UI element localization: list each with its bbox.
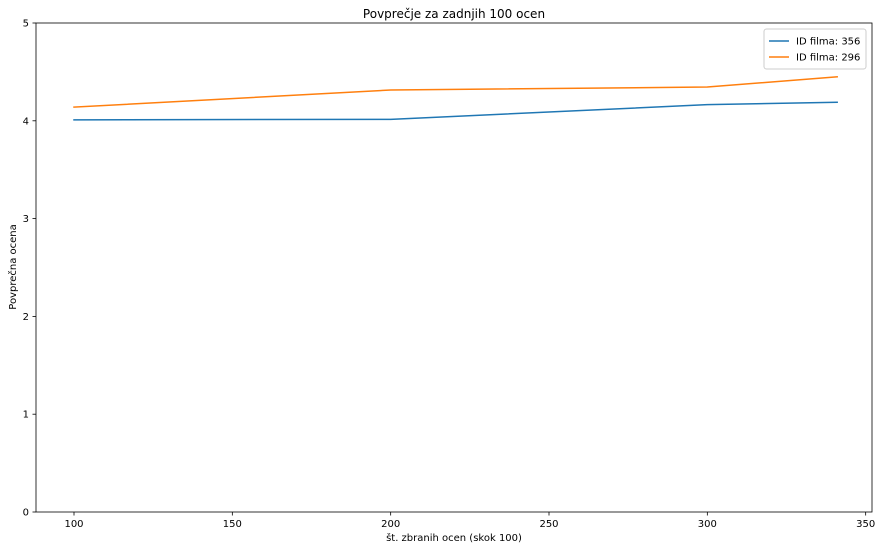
y-tick-label: 5 xyxy=(23,19,29,30)
plot-area: 100 150 200 250 300 350 0 1 2 3 4 5 xyxy=(23,19,876,531)
y-tick-label: 3 xyxy=(23,214,29,225)
x-tick-label: 300 xyxy=(698,519,717,530)
legend-label-2: ID filma: 296 xyxy=(796,53,860,64)
y-tick-label: 4 xyxy=(23,116,29,127)
y-tick-label: 0 xyxy=(23,508,29,519)
x-tick-label: 100 xyxy=(64,519,83,530)
x-tick-label: 150 xyxy=(223,519,242,530)
y-tick-label: 1 xyxy=(23,410,29,421)
x-tick-label: 250 xyxy=(539,519,558,530)
legend: ID filma: 356 ID filma: 296 xyxy=(763,28,867,70)
legend-box xyxy=(763,28,867,70)
chart-title: Povprečje za zadnjih 100 ocen xyxy=(363,7,545,21)
legend-label-1: ID filma: 356 xyxy=(796,37,860,48)
x-tick-label: 200 xyxy=(381,519,400,530)
y-tick-label: 2 xyxy=(23,312,29,323)
x-tick-label: 350 xyxy=(856,519,875,530)
y-axis-label: Povprečna ocena xyxy=(7,224,19,309)
x-axis-label: št. zbranih ocen (skok 100) xyxy=(386,532,522,544)
series-line-2 xyxy=(73,75,838,108)
series-line-1 xyxy=(73,101,838,121)
axes-frame xyxy=(35,22,873,513)
